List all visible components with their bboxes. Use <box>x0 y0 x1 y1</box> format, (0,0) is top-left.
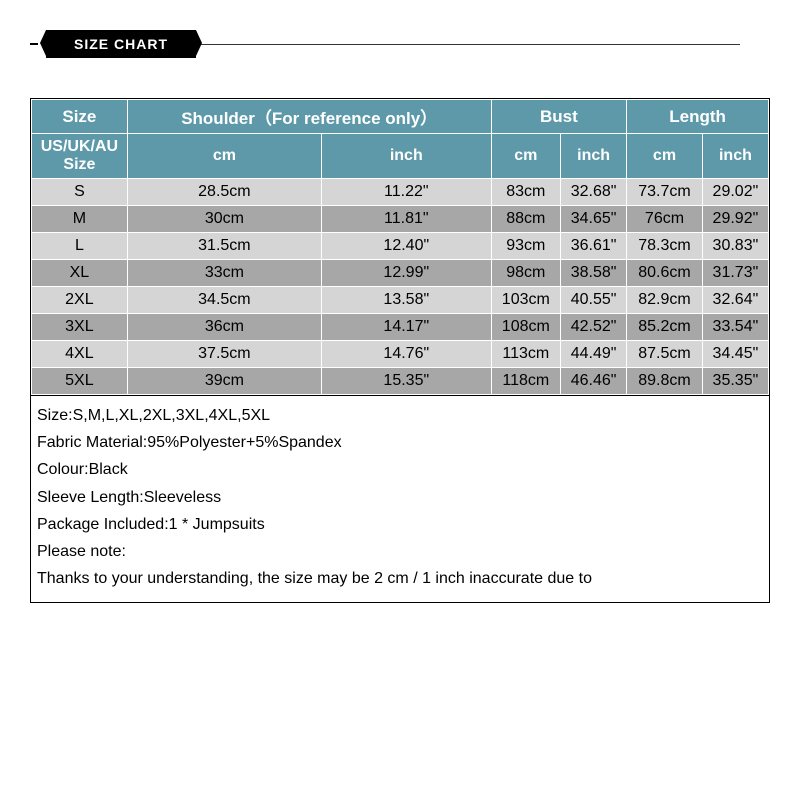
table-row: XL33cm12.99"98cm38.58"80.6cm31.73" <box>32 260 769 287</box>
cell-length_in: 29.92" <box>702 206 768 233</box>
cell-shoulder_in: 14.76" <box>321 341 491 368</box>
cell-shoulder_in: 13.58" <box>321 287 491 314</box>
cell-size: S <box>32 179 128 206</box>
cell-length_cm: 85.2cm <box>627 314 703 341</box>
note-line: Sleeve Length:Sleeveless <box>37 484 763 511</box>
cell-bust_cm: 103cm <box>491 287 560 314</box>
cell-size: L <box>32 233 128 260</box>
cell-length_in: 29.02" <box>702 179 768 206</box>
cell-shoulder_cm: 34.5cm <box>127 287 321 314</box>
cell-shoulder_cm: 33cm <box>127 260 321 287</box>
cell-shoulder_in: 11.22" <box>321 179 491 206</box>
cell-bust_cm: 93cm <box>491 233 560 260</box>
banner-dash <box>30 43 38 45</box>
cell-bust_cm: 83cm <box>491 179 560 206</box>
cell-bust_cm: 108cm <box>491 314 560 341</box>
cell-length_in: 32.64" <box>702 287 768 314</box>
cell-length_cm: 76cm <box>627 206 703 233</box>
cell-length_cm: 89.8cm <box>627 368 703 395</box>
cell-length_cm: 82.9cm <box>627 287 703 314</box>
cell-bust_in: 44.49" <box>561 341 627 368</box>
table-row: S28.5cm11.22"83cm32.68"73.7cm29.02" <box>32 179 769 206</box>
banner-row: SIZE CHART <box>30 30 780 58</box>
cell-bust_in: 46.46" <box>561 368 627 395</box>
cell-bust_in: 38.58" <box>561 260 627 287</box>
table-row: 4XL37.5cm14.76"113cm44.49"87.5cm34.45" <box>32 341 769 368</box>
cell-shoulder_in: 11.81" <box>321 206 491 233</box>
col-bust: Bust <box>491 100 627 134</box>
cell-shoulder_in: 12.40" <box>321 233 491 260</box>
cell-bust_in: 34.65" <box>561 206 627 233</box>
cell-size: M <box>32 206 128 233</box>
cell-size: 4XL <box>32 341 128 368</box>
cell-bust_in: 40.55" <box>561 287 627 314</box>
table-row: 2XL34.5cm13.58"103cm40.55"82.9cm32.64" <box>32 287 769 314</box>
cell-shoulder_in: 15.35" <box>321 368 491 395</box>
cell-shoulder_cm: 31.5cm <box>127 233 321 260</box>
cell-bust_cm: 98cm <box>491 260 560 287</box>
col-size-units: US/UK/AU Size <box>32 134 128 179</box>
cell-length_cm: 80.6cm <box>627 260 703 287</box>
cell-bust_cm: 113cm <box>491 341 560 368</box>
cell-bust_cm: 118cm <box>491 368 560 395</box>
cell-bust_in: 36.61" <box>561 233 627 260</box>
col-shoulder: Shoulder（For reference only） <box>127 100 491 134</box>
table-row: L31.5cm12.40"93cm36.61"78.3cm30.83" <box>32 233 769 260</box>
cell-length_in: 34.45" <box>702 341 768 368</box>
cell-size: 5XL <box>32 368 128 395</box>
cell-length_in: 33.54" <box>702 314 768 341</box>
size-table: SizeShoulder（For reference only）BustLeng… <box>31 99 769 395</box>
unit-cm: cm <box>491 134 560 179</box>
unit-inch: inch <box>561 134 627 179</box>
table-row: M30cm11.81"88cm34.65"76cm29.92" <box>32 206 769 233</box>
size-chart-banner: SIZE CHART <box>46 30 196 58</box>
note-line: Size:S,M,L,XL,2XL,3XL,4XL,5XL <box>37 402 763 429</box>
size-chart-container: SizeShoulder（For reference only）BustLeng… <box>30 98 770 603</box>
cell-length_in: 30.83" <box>702 233 768 260</box>
cell-bust_in: 32.68" <box>561 179 627 206</box>
col-length: Length <box>627 100 769 134</box>
cell-shoulder_cm: 37.5cm <box>127 341 321 368</box>
unit-cm: cm <box>127 134 321 179</box>
note-line: Thanks to your understanding, the size m… <box>37 565 763 592</box>
table-row: 3XL36cm14.17"108cm42.52"85.2cm33.54" <box>32 314 769 341</box>
note-line: Fabric Material:95%Polyester+5%Spandex <box>37 429 763 456</box>
table-row: 5XL39cm15.35"118cm46.46"89.8cm35.35" <box>32 368 769 395</box>
cell-length_in: 35.35" <box>702 368 768 395</box>
cell-size: 2XL <box>32 287 128 314</box>
unit-cm: cm <box>627 134 703 179</box>
cell-shoulder_in: 14.17" <box>321 314 491 341</box>
cell-shoulder_in: 12.99" <box>321 260 491 287</box>
cell-shoulder_cm: 36cm <box>127 314 321 341</box>
cell-shoulder_cm: 39cm <box>127 368 321 395</box>
product-notes: Size:S,M,L,XL,2XL,3XL,4XL,5XLFabric Mate… <box>31 395 769 602</box>
banner-line <box>200 44 740 45</box>
cell-length_cm: 87.5cm <box>627 341 703 368</box>
cell-bust_cm: 88cm <box>491 206 560 233</box>
cell-size: XL <box>32 260 128 287</box>
cell-length_cm: 78.3cm <box>627 233 703 260</box>
note-line: Package Included:1 * Jumpsuits <box>37 511 763 538</box>
note-line: Please note: <box>37 538 763 565</box>
cell-shoulder_cm: 28.5cm <box>127 179 321 206</box>
cell-bust_in: 42.52" <box>561 314 627 341</box>
cell-length_cm: 73.7cm <box>627 179 703 206</box>
col-size: Size <box>32 100 128 134</box>
note-line: Colour:Black <box>37 456 763 483</box>
cell-length_in: 31.73" <box>702 260 768 287</box>
unit-inch: inch <box>321 134 491 179</box>
unit-inch: inch <box>702 134 768 179</box>
cell-shoulder_cm: 30cm <box>127 206 321 233</box>
cell-size: 3XL <box>32 314 128 341</box>
